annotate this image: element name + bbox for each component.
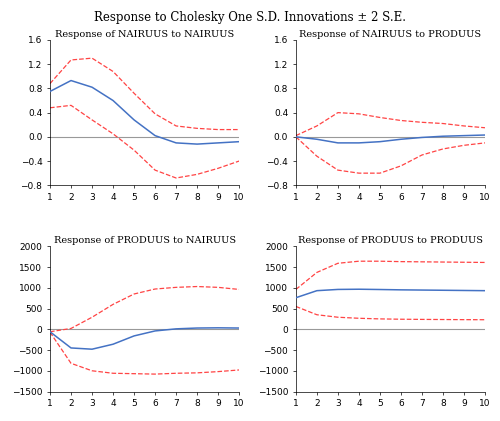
Text: Response to Cholesky One S.D. Innovations ± 2 S.E.: Response to Cholesky One S.D. Innovation… <box>94 11 406 24</box>
Title: Response of PRODUUS to NAIRUUS: Response of PRODUUS to NAIRUUS <box>54 237 236 245</box>
Title: Response of PRODUUS to PRODUUS: Response of PRODUUS to PRODUUS <box>298 237 483 245</box>
Title: Response of NAIRUUS to PRODUUS: Response of NAIRUUS to PRODUUS <box>300 30 482 39</box>
Title: Response of NAIRUUS to NAIRUUS: Response of NAIRUUS to NAIRUUS <box>55 30 234 39</box>
